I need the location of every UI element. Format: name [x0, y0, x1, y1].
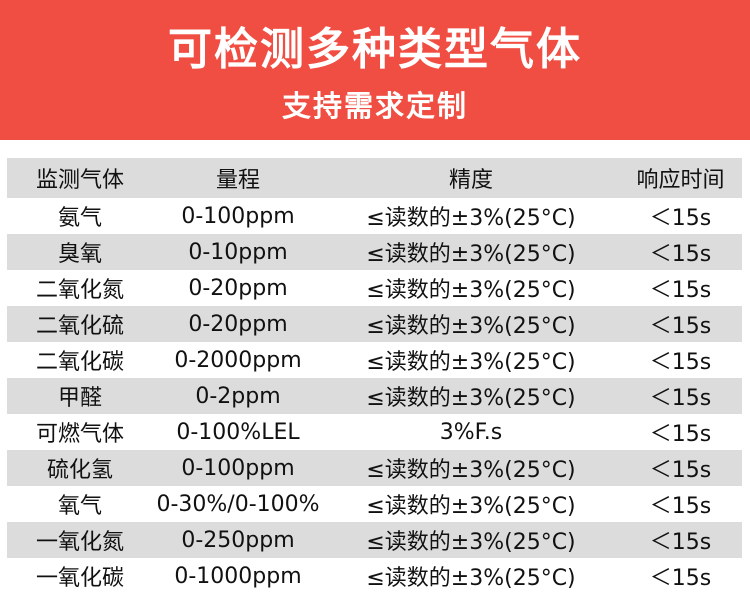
- header-response-time: 响应时间: [636, 168, 725, 193]
- table-row: 氧气 0-30%/0-100% ≤读数的±3%(25°C) ＜15s: [7, 486, 742, 522]
- cell-range: 0-10ppm: [188, 239, 288, 265]
- cell-accuracy: ≤读数的±3%(25°C): [366, 566, 576, 591]
- cell-range: 0-20ppm: [188, 275, 288, 301]
- cell-range: 0-30%/0-100%: [156, 491, 320, 517]
- cell-response-time: ＜15s: [649, 566, 712, 591]
- cell-accuracy: ≤读数的±3%(25°C): [366, 386, 576, 411]
- banner: 可检测多种类型气体 支持需求定制: [0, 0, 750, 140]
- cell-accuracy: ≤读数的±3%(25°C): [366, 494, 576, 519]
- cell-response-time: ＜15s: [649, 278, 712, 303]
- cell-response-time: ＜15s: [649, 242, 712, 267]
- cell-response-time: ＜15s: [649, 458, 712, 483]
- cell-gas: 二氧化氮: [35, 278, 124, 303]
- header-accuracy: 精度: [448, 168, 493, 193]
- cell-gas: 一氧化碳: [35, 566, 124, 591]
- cell-gas: 二氧化硫: [35, 314, 124, 339]
- cell-response-time: ＜15s: [649, 530, 712, 555]
- cell-range: 0-1000ppm: [174, 563, 302, 589]
- cell-response-time: ＜15s: [649, 494, 712, 519]
- cell-gas: 一氧化氮: [35, 530, 124, 555]
- cell-gas: 臭氧: [57, 242, 102, 267]
- gas-spec-table: 监测气体 量程 精度 响应时间 氨气 0-100ppm ≤读数的±3%(25°C) ＜…: [7, 158, 742, 594]
- cell-accuracy: ≤读数的±3%(25°C): [366, 242, 576, 267]
- cell-range: 0-2000ppm: [174, 347, 302, 373]
- table-row: 二氧化硫 0-20ppm ≤读数的±3%(25°C) ＜15s: [7, 306, 742, 342]
- header-range: 量程: [215, 168, 260, 193]
- cell-gas: 氨气: [57, 206, 102, 231]
- header-gas: 监测气体: [35, 168, 124, 193]
- table-row: 甲醛 0-2ppm ≤读数的±3%(25°C) ＜15s: [7, 378, 742, 414]
- table-row: 硫化氢 0-100ppm ≤读数的±3%(25°C) ＜15s: [7, 450, 742, 486]
- table-row: 氨气 0-100ppm ≤读数的±3%(25°C) ＜15s: [7, 198, 742, 234]
- cell-gas: 可燃气体: [35, 422, 124, 447]
- cell-range: 0-100ppm: [181, 455, 295, 481]
- cell-accuracy: ≤读数的±3%(25°C): [366, 278, 576, 303]
- cell-gas: 甲醛: [57, 386, 102, 411]
- cell-accuracy: ≤读数的±3%(25°C): [366, 314, 576, 339]
- cell-range: 0-100ppm: [181, 203, 295, 229]
- table-row: 一氧化碳 0-1000ppm ≤读数的±3%(25°C) ＜15s: [7, 558, 742, 594]
- cell-response-time: ＜15s: [649, 314, 712, 339]
- table-row: 一氧化氮 0-250ppm ≤读数的±3%(25°C) ＜15s: [7, 522, 742, 558]
- cell-accuracy: ≤读数的±3%(25°C): [366, 350, 576, 375]
- banner-subtitle: 支持需求定制: [281, 89, 468, 123]
- cell-gas: 二氧化碳: [35, 350, 124, 375]
- cell-gas: 氧气: [57, 494, 102, 519]
- cell-accuracy: ≤读数的±3%(25°C): [366, 206, 576, 231]
- table-header-row: 监测气体 量程 精度 响应时间: [7, 158, 742, 198]
- cell-response-time: ＜15s: [649, 386, 712, 411]
- cell-response-time: ＜15s: [649, 350, 712, 375]
- cell-range: 0-2ppm: [195, 383, 281, 409]
- cell-accuracy: ≤读数的±3%(25°C): [366, 530, 576, 555]
- table-row: 二氧化氮 0-20ppm ≤读数的±3%(25°C) ＜15s: [7, 270, 742, 306]
- cell-range: 0-20ppm: [188, 311, 288, 337]
- table-row: 二氧化碳 0-2000ppm ≤读数的±3%(25°C) ＜15s: [7, 342, 742, 378]
- cell-range: 0-100%LEL: [176, 419, 300, 445]
- cell-accuracy: 3%F.s: [439, 419, 503, 445]
- cell-response-time: ＜15s: [649, 422, 712, 447]
- cell-accuracy: ≤读数的±3%(25°C): [366, 458, 576, 483]
- banner-title: 可检测多种类型气体: [168, 24, 582, 75]
- cell-gas: 硫化氢: [46, 458, 113, 483]
- cell-response-time: ＜15s: [649, 206, 712, 231]
- table-row: 可燃气体 0-100%LEL 3%F.s ＜15s: [7, 414, 742, 450]
- table-row: 臭氧 0-10ppm ≤读数的±3%(25°C) ＜15s: [7, 234, 742, 270]
- cell-range: 0-250ppm: [181, 527, 295, 553]
